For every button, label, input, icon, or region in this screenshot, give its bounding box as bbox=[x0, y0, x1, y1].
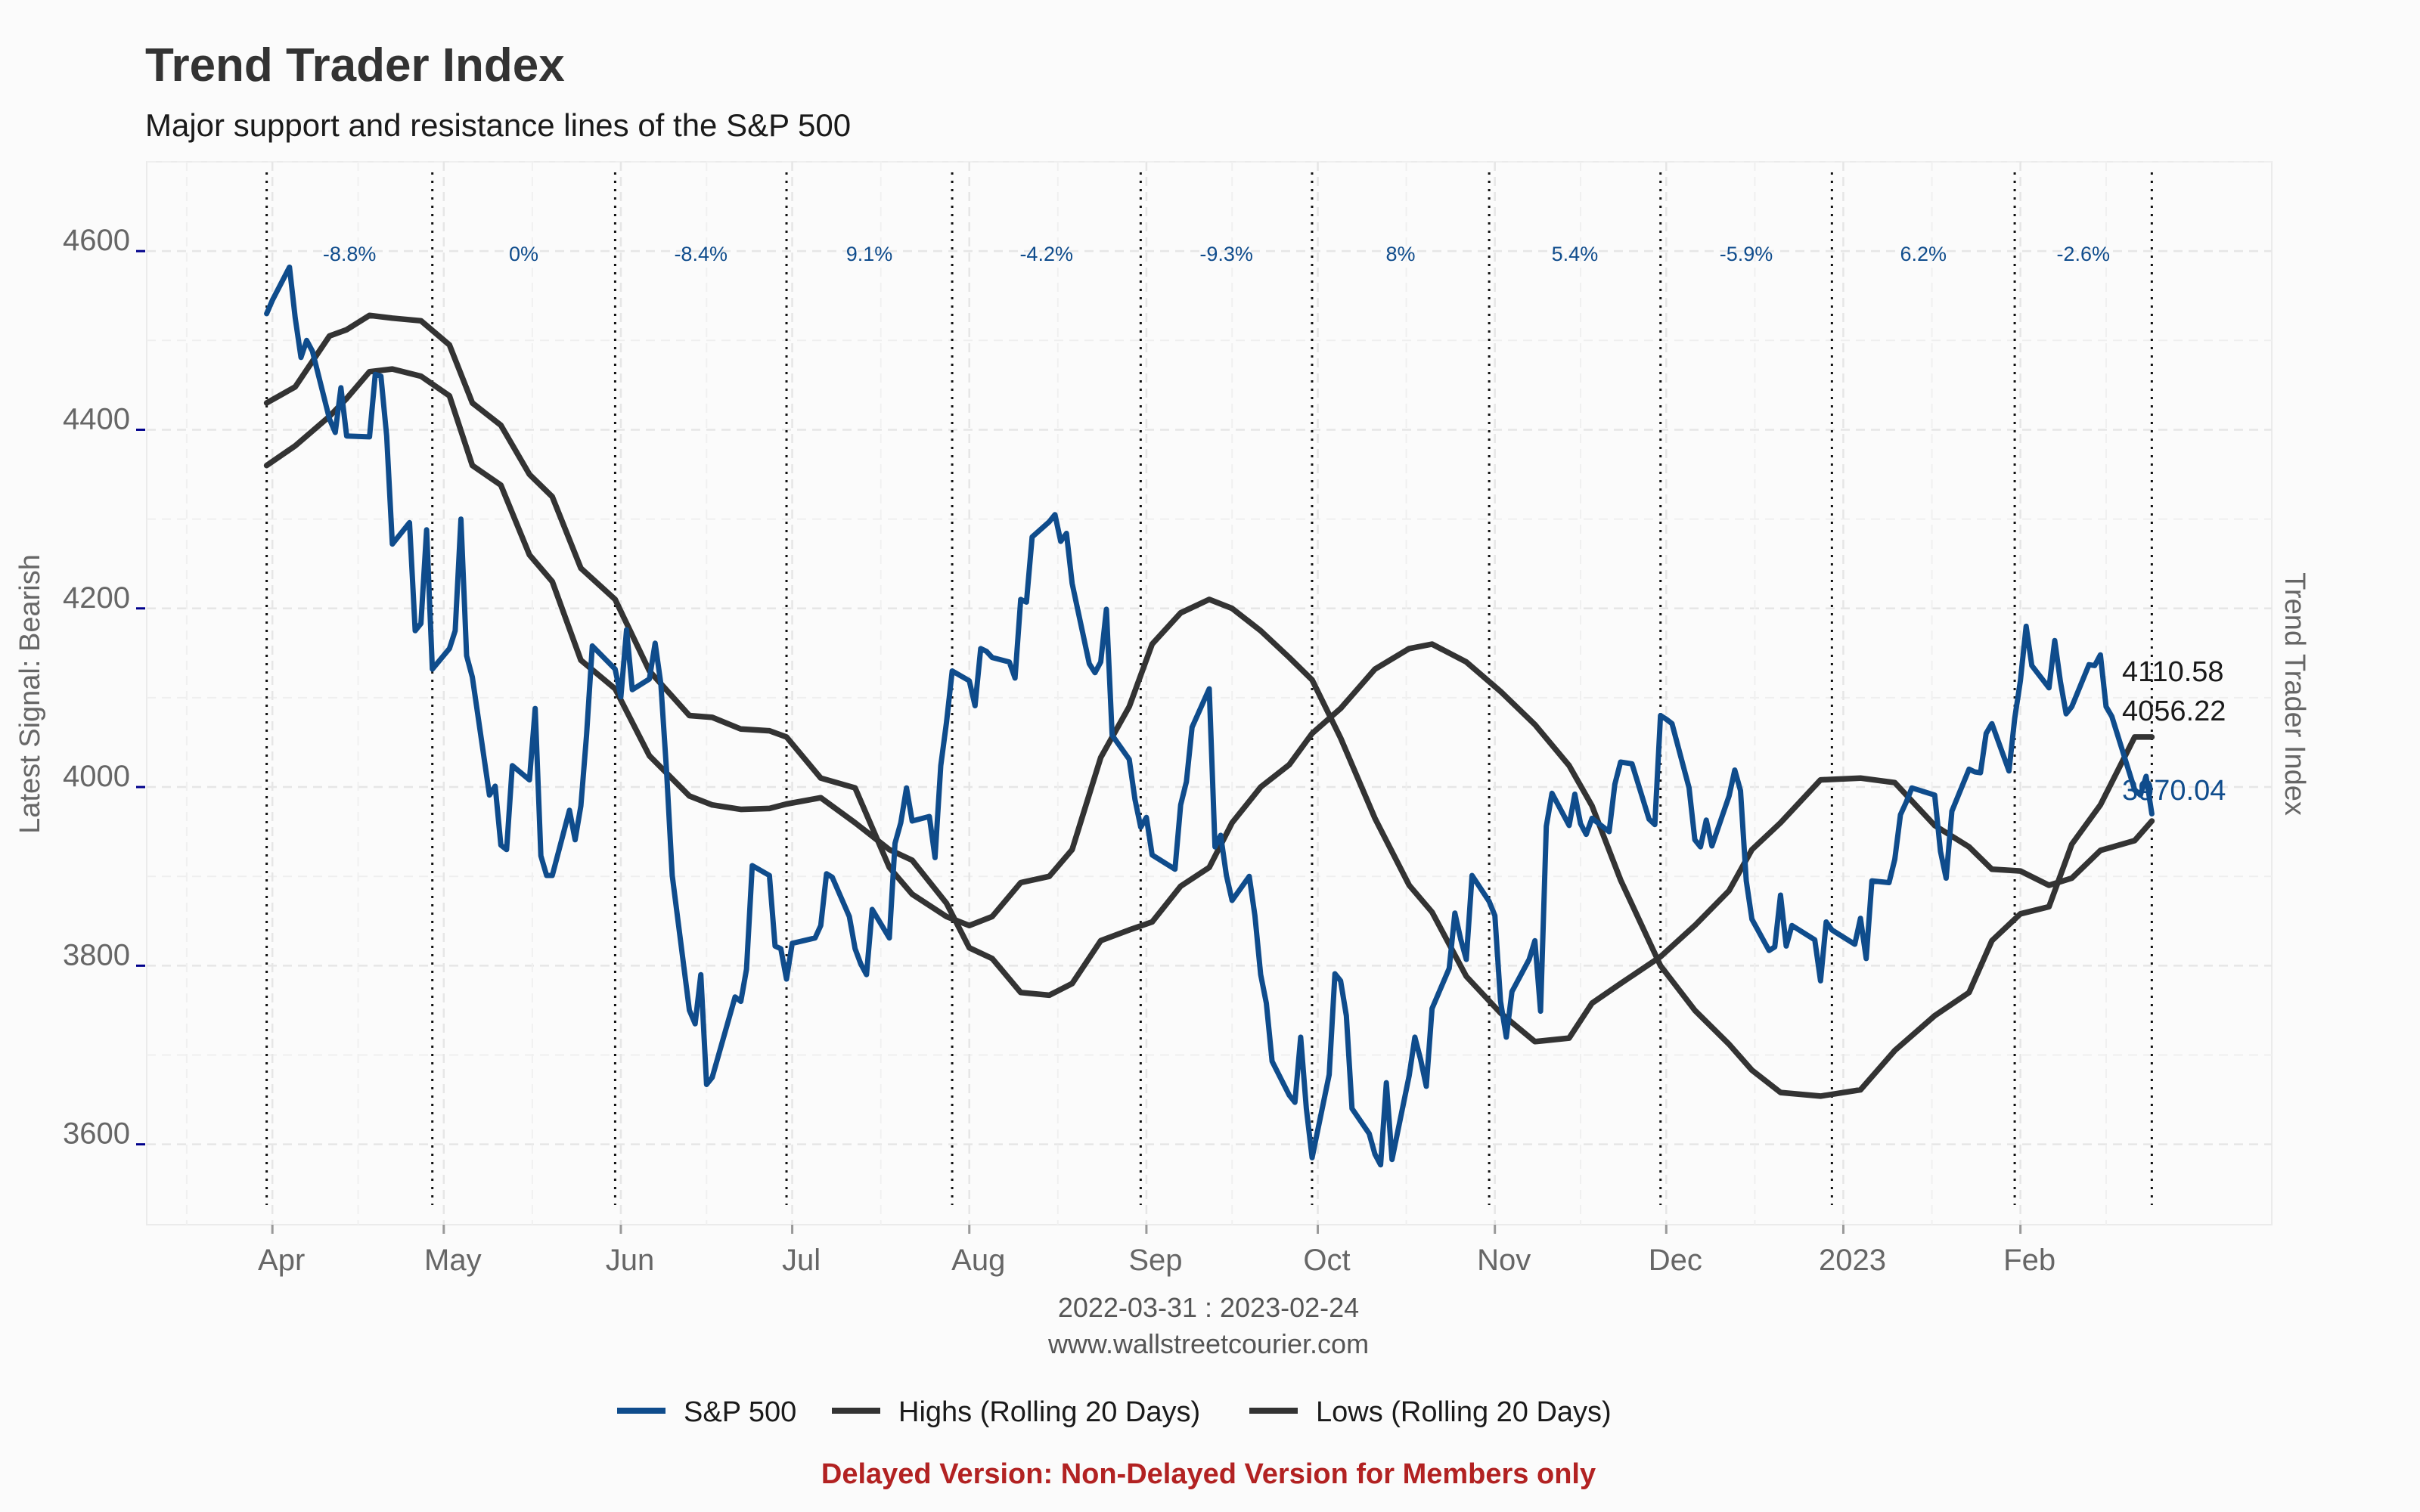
highs-line bbox=[263, 312, 2155, 1045]
monthly-change-label: 6.2% bbox=[1900, 243, 1947, 265]
x-tick-label: Dec bbox=[1649, 1244, 1702, 1277]
monthly-change-label: 5.4% bbox=[1552, 243, 1599, 265]
last-value-labels: 3970.04 4110.58 4056.22 bbox=[2122, 656, 2226, 807]
legend: S&P 500 Highs (Rolling 20 Days) Lows (Roll… bbox=[617, 1396, 1612, 1428]
sp500-line bbox=[264, 264, 2155, 1168]
series-lines bbox=[263, 264, 2155, 1168]
monthly-change-label: -4.2% bbox=[1019, 243, 1073, 265]
y-axis-title: Latest Signal: Bearish bbox=[14, 554, 46, 834]
monthly-change-label: -8.8% bbox=[323, 243, 377, 265]
lows-line bbox=[263, 366, 2155, 1099]
y-tick-label: 3800 bbox=[63, 938, 130, 971]
x-tick-label: Apr bbox=[258, 1244, 305, 1277]
legend-label: S&P 500 bbox=[684, 1396, 796, 1428]
x-axis: Apr May Jun Jul Aug Sep Oct Nov Dec 2023 Feb bbox=[258, 1225, 2055, 1277]
monthly-change-label: 8% bbox=[1386, 243, 1416, 265]
monthly-change-label: -9.3% bbox=[1199, 243, 1253, 265]
members-notice: Delayed Version: Non-Delayed Version for… bbox=[821, 1458, 1596, 1490]
x-tick-label: Jun bbox=[606, 1244, 655, 1277]
date-range-caption: 2022-03-31 : 2023-02-24 bbox=[1058, 1292, 1359, 1323]
last-value-label: 4110.58 bbox=[2122, 656, 2224, 688]
y2-axis-title: Trend Trader Index bbox=[2279, 572, 2310, 816]
x-tick-label: Sep bbox=[1128, 1244, 1182, 1277]
legend-label: Highs (Rolling 20 Days) bbox=[898, 1396, 1200, 1428]
y-axis: 3600 3800 4000 4200 4400 4600 bbox=[63, 224, 145, 1151]
monthly-change-label: -8.4% bbox=[674, 243, 728, 265]
last-value-label: 3970.04 bbox=[2122, 775, 2226, 807]
chart-title: Trend Trader Index bbox=[145, 39, 565, 91]
x-tick-label: Nov bbox=[1477, 1244, 1531, 1277]
source-caption: www.wallstreetcourier.com bbox=[1047, 1328, 1369, 1359]
monthly-change-label: 9.1% bbox=[846, 243, 893, 265]
x-tick-label: Oct bbox=[1303, 1244, 1350, 1277]
x-tick-label: Aug bbox=[951, 1244, 1005, 1277]
x-tick-label: 2023 bbox=[1819, 1244, 1886, 1277]
monthly-change-label: 0% bbox=[509, 243, 538, 265]
y-tick-label: 4400 bbox=[63, 402, 130, 435]
legend-label: Lows (Rolling 20 Days) bbox=[1316, 1396, 1612, 1428]
x-tick-label: Feb bbox=[2003, 1244, 2055, 1277]
y-tick-label: 4600 bbox=[63, 224, 130, 257]
chart-subtitle: Major support and resistance lines of th… bbox=[145, 107, 851, 143]
x-tick-label: May bbox=[424, 1244, 482, 1277]
y-tick-label: 3600 bbox=[63, 1117, 130, 1151]
x-tick-label: Jul bbox=[782, 1244, 821, 1277]
monthly-change-label: -5.9% bbox=[1720, 243, 1773, 265]
monthly-change-label: -2.6% bbox=[2056, 243, 2110, 265]
y-tick-label: 4200 bbox=[63, 581, 130, 615]
last-value-label: 4056.22 bbox=[2122, 696, 2226, 727]
monthly-change-labels: -8.8% 0% -8.4% 9.1% -4.2% -9.3% 8% 5.4% -5.9% 6.2… bbox=[323, 243, 2110, 265]
y-tick-label: 4000 bbox=[63, 760, 130, 793]
